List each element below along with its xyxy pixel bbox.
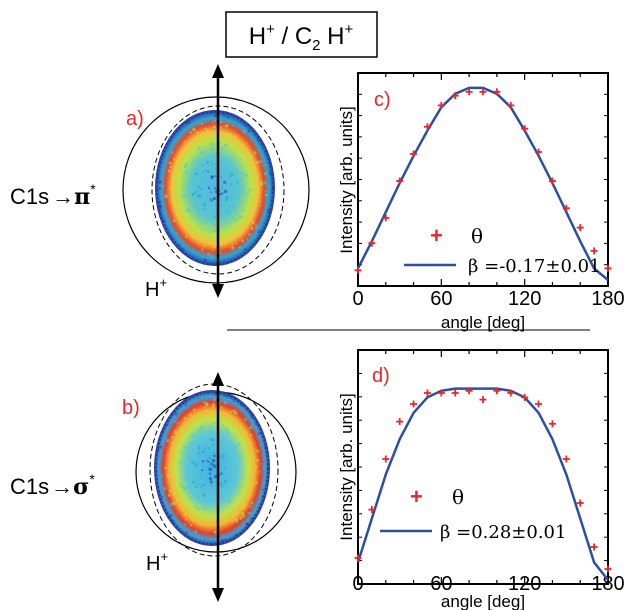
data-point xyxy=(368,506,376,514)
data-point xyxy=(535,148,543,156)
x-tick-label: 120 xyxy=(508,288,541,310)
arrow-down-icon xyxy=(212,588,224,602)
x-tick-label: 120 xyxy=(508,573,541,595)
x-tick-labels: 0 60 120 180 xyxy=(352,573,624,595)
chart-panel-d: d) Intensity [arb. units] 0 60 120 180 a… xyxy=(337,349,625,610)
plot-frame xyxy=(357,349,609,585)
arrow-down-icon xyxy=(212,284,224,298)
legend-marker-label: θ xyxy=(471,224,483,248)
data-point xyxy=(493,387,501,395)
image-panel-b: b) C1s→σ* H+ xyxy=(10,372,297,602)
x-tick-label: 0 xyxy=(352,288,363,310)
y-axis-label: Intensity [arb. units] xyxy=(337,393,356,540)
contour-speckles xyxy=(156,112,274,263)
arrow-up-icon xyxy=(212,64,224,78)
y-ticks xyxy=(358,72,608,287)
data-point xyxy=(382,455,390,463)
data-point xyxy=(423,389,431,397)
title-box xyxy=(225,11,378,58)
legend-marker-icon: + xyxy=(410,484,423,509)
data-point xyxy=(479,88,487,96)
x-tick-label: 180 xyxy=(591,573,624,595)
ion-image-blob xyxy=(154,390,270,546)
data-point xyxy=(465,387,473,395)
data-point xyxy=(548,420,556,428)
legend-line-label: β =-0.17±0.01 xyxy=(468,256,601,277)
contour-outer xyxy=(156,111,274,265)
y-ticks xyxy=(358,349,608,585)
data-point xyxy=(368,239,376,247)
data-point xyxy=(354,554,362,562)
legend-marker-label: θ xyxy=(452,485,464,509)
x-ticks xyxy=(357,350,609,584)
data-marks xyxy=(354,86,612,281)
image-panel-a: a) C1s →π* H+ xyxy=(10,64,310,301)
figure-title: H+ / C2 H+ xyxy=(225,11,378,58)
data-point xyxy=(562,204,570,212)
legend-line-label: β =0.28±0.01 xyxy=(440,522,566,543)
x-tick-label: 60 xyxy=(430,573,452,595)
data-point xyxy=(354,266,362,274)
ion-label-a: H+ xyxy=(145,275,167,301)
data-point xyxy=(493,88,501,96)
chart-panel-c: c) Intensity [arb. units] angle [deg] 0 … xyxy=(337,72,625,332)
data-point xyxy=(396,177,404,185)
legend-marker-icon: + xyxy=(430,223,443,248)
data-point xyxy=(451,92,459,100)
title-text: H+ / C2 H+ xyxy=(249,21,354,54)
data-point xyxy=(479,396,487,404)
x-tick-label: 0 xyxy=(352,573,363,595)
data-marks xyxy=(354,387,612,581)
data-point xyxy=(576,224,584,232)
data-point xyxy=(451,389,459,397)
panel-label-b: b) xyxy=(122,397,140,419)
contour-outer xyxy=(155,391,269,545)
arrow-up-icon xyxy=(212,372,224,386)
transition-label-a: C1s →π* xyxy=(10,181,96,210)
data-point xyxy=(437,389,445,397)
data-point xyxy=(507,389,515,397)
data-point xyxy=(410,150,418,158)
fit-line xyxy=(356,387,609,581)
ion-label-b: H+ xyxy=(146,549,168,575)
data-point xyxy=(410,400,418,408)
panel-label-c: c) xyxy=(374,89,391,111)
data-point xyxy=(535,400,543,408)
data-point xyxy=(437,101,445,109)
data-point xyxy=(604,565,612,573)
data-point xyxy=(590,543,598,551)
x-axis-label: angle [deg] xyxy=(441,313,525,332)
data-point xyxy=(604,264,612,272)
data-point xyxy=(590,247,598,255)
legend: + θ β =-0.17±0.01 xyxy=(404,223,601,277)
x-tick-label: 60 xyxy=(430,288,452,310)
data-point xyxy=(507,101,515,109)
x-tick-label: 180 xyxy=(591,288,624,310)
x-tick-labels: 0 60 120 180 xyxy=(352,288,624,310)
data-point xyxy=(576,499,584,507)
legend: + θ β =0.28±0.01 xyxy=(380,484,566,543)
plot-frame xyxy=(357,72,609,287)
data-point xyxy=(562,455,570,463)
y-axis-label: Intensity [arb. units] xyxy=(337,106,356,253)
x-ticks xyxy=(357,73,609,286)
panel-label-d: d) xyxy=(372,365,390,387)
data-point xyxy=(382,214,390,222)
data-point xyxy=(423,123,431,131)
detector-circle xyxy=(122,96,310,284)
data-point xyxy=(465,88,473,96)
x-axis-label: angle [deg] xyxy=(441,592,525,610)
data-point xyxy=(521,393,529,401)
contour-speckles xyxy=(156,391,268,545)
panel-label-a: a) xyxy=(126,108,144,130)
transition-label-b: C1s→σ* xyxy=(10,471,95,500)
data-point xyxy=(521,125,529,133)
data-point xyxy=(548,177,556,185)
data-point xyxy=(396,418,404,426)
